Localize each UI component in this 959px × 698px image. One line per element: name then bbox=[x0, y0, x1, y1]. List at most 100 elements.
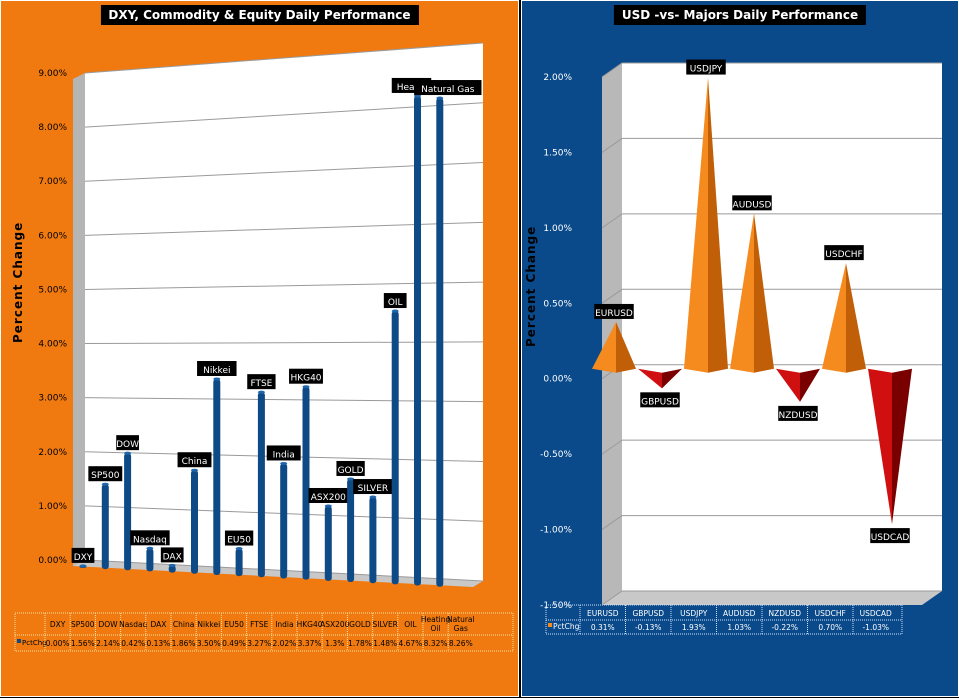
left-y-tick-label: 7.00% bbox=[38, 177, 67, 187]
left-legend-label: PctChg bbox=[22, 639, 47, 647]
right-cone-label-0-bg bbox=[594, 303, 634, 319]
right-cone-shade bbox=[892, 368, 912, 525]
right-cone-gbpusd bbox=[638, 368, 662, 389]
left-bar-cap bbox=[124, 451, 132, 455]
left-table-value: 2.02% bbox=[272, 639, 296, 648]
left-table-value: 0.00% bbox=[46, 639, 70, 648]
left-y-tick-label: 8.00% bbox=[38, 123, 67, 133]
left-bar-cap bbox=[191, 468, 198, 472]
right-table-header: USDCAD bbox=[860, 609, 892, 618]
left-table-header: DAX bbox=[150, 620, 166, 629]
right-cone-label-2: USDJPY bbox=[690, 65, 723, 75]
right-cone-label-4: NZDUSD bbox=[778, 411, 817, 421]
left-bar-china bbox=[191, 470, 198, 574]
left-bar-label-1-bg bbox=[88, 466, 123, 482]
right-cone-label-5: USDCHF bbox=[825, 250, 862, 260]
left-table-value: 0.49% bbox=[222, 639, 246, 648]
right-chart-title: USD -vs- Majors Daily Performance bbox=[613, 5, 867, 25]
left-table-header: DXY bbox=[50, 620, 66, 629]
right-cone-label-2-bg bbox=[686, 59, 726, 75]
right-gridline-side bbox=[601, 288, 623, 304]
left-bar-chart: 0.00% 1.00% 2.00% 3.00% 4.00% 5.00% 6.00% 7.00%… bbox=[14, 42, 514, 652]
left-bar-label-6: Nikkei bbox=[203, 366, 230, 376]
left-table-value: 1.56% bbox=[71, 639, 95, 648]
right-cone-shade bbox=[662, 368, 682, 389]
left-table-header: SILVER bbox=[372, 620, 397, 629]
right-cone-label-3: AUDUSD bbox=[733, 200, 772, 210]
right-table-value: -1.03% bbox=[862, 623, 889, 632]
left-bar-dow bbox=[124, 453, 132, 571]
left-bar-cap bbox=[101, 482, 109, 486]
right-y-tick-label: 1.00% bbox=[543, 224, 572, 234]
left-bar-label-16: Natural Gas bbox=[421, 85, 475, 95]
left-table-header: Nasdaq bbox=[119, 620, 147, 629]
right-cone-nzdusd bbox=[776, 368, 800, 402]
left-bar-label-0: DXY bbox=[74, 553, 93, 563]
right-y-tick-label: 0.00% bbox=[543, 375, 572, 385]
left-table-value: 3.37% bbox=[298, 639, 322, 648]
left-bar-label-4-bg bbox=[160, 547, 184, 563]
left-bar-label-9: India bbox=[273, 450, 295, 460]
left-bar-label-1: SP500 bbox=[91, 471, 120, 481]
left-bar-silver bbox=[369, 497, 377, 584]
left-y-tick-label: 2.00% bbox=[38, 448, 67, 458]
left-legend-swatch bbox=[17, 639, 21, 643]
left-bar-cap bbox=[257, 390, 265, 394]
right-gridline-side bbox=[601, 439, 623, 455]
right-cone-shade bbox=[708, 77, 728, 373]
left-bar-label-8-bg bbox=[247, 374, 276, 390]
left-bar-label-14-bg bbox=[383, 293, 407, 309]
left-bar-label-7: EU50 bbox=[227, 536, 251, 546]
right-table-header: GBPUSD bbox=[632, 609, 664, 618]
right-cone-label-6-bg bbox=[870, 528, 910, 544]
left-table-value: 0.42% bbox=[121, 639, 145, 648]
right-table-value: 1.03% bbox=[727, 623, 751, 632]
left-bar-cap bbox=[302, 385, 310, 389]
right-table-header: AUDUSD bbox=[723, 609, 756, 618]
left-bar-label-4: DAX bbox=[163, 552, 182, 562]
left-bar-label-12: GOLD bbox=[338, 466, 364, 476]
right-legend-label: PctChg bbox=[553, 622, 580, 631]
left-bar-label-10-bg bbox=[289, 368, 323, 384]
left-table-header: HKG40 bbox=[297, 620, 323, 629]
right-floor bbox=[602, 591, 942, 605]
left-table-header: OIL bbox=[404, 620, 417, 629]
left-bar-hkg40 bbox=[302, 386, 310, 580]
left-bar-cap bbox=[436, 96, 444, 100]
left-table-header: GOLD bbox=[349, 620, 371, 629]
right-table-header: USDCHF bbox=[815, 609, 846, 618]
right-y-tick-label: -0.50% bbox=[540, 450, 572, 460]
left-plot-wall bbox=[85, 43, 483, 581]
left-bar-label-5-bg bbox=[177, 452, 212, 468]
left-bar-ftse bbox=[257, 392, 265, 578]
right-table-header: EURUSD bbox=[587, 609, 619, 618]
right-cone-label-3-bg bbox=[732, 195, 772, 211]
right-bar-chart: -1.50% -1.00% -0.50% 0.00% 0.50% 1.00% 1.50% 2.… bbox=[540, 59, 942, 635]
left-bar-label-3-bg bbox=[130, 530, 170, 546]
left-bar-cap bbox=[146, 546, 154, 550]
right-cone-label-6: USDCAD bbox=[871, 533, 910, 543]
right-cone-label-1-bg bbox=[640, 392, 680, 408]
right-gridline-side bbox=[601, 590, 623, 606]
left-table-header: Nikkei bbox=[197, 620, 220, 629]
left-bar-cap bbox=[369, 495, 377, 499]
left-bar-cap bbox=[347, 477, 355, 481]
right-cone-label-5-bg bbox=[824, 245, 864, 261]
right-table-header: NZDUSD bbox=[768, 609, 801, 618]
right-table-header: USDJPY bbox=[680, 609, 708, 618]
left-y-tick-label: 5.00% bbox=[38, 285, 67, 295]
left-table-value: 4.67% bbox=[398, 639, 422, 648]
left-table-value: 1.78% bbox=[348, 639, 372, 648]
left-bar-label-14: OIL bbox=[388, 298, 403, 308]
left-bar-eu50 bbox=[235, 548, 243, 577]
left-bar-cap bbox=[391, 309, 399, 313]
right-gridline-side bbox=[601, 213, 623, 229]
left-bar-cap bbox=[280, 461, 288, 465]
left-bar-label-8: FTSE bbox=[250, 379, 272, 389]
right-cone-usdcad bbox=[868, 368, 892, 525]
left-bar-natural-gas bbox=[436, 98, 444, 587]
left-side-wall bbox=[73, 73, 85, 566]
right-data-table bbox=[545, 604, 903, 635]
left-bar-label-7-bg bbox=[224, 530, 254, 546]
left-floor bbox=[73, 560, 483, 587]
